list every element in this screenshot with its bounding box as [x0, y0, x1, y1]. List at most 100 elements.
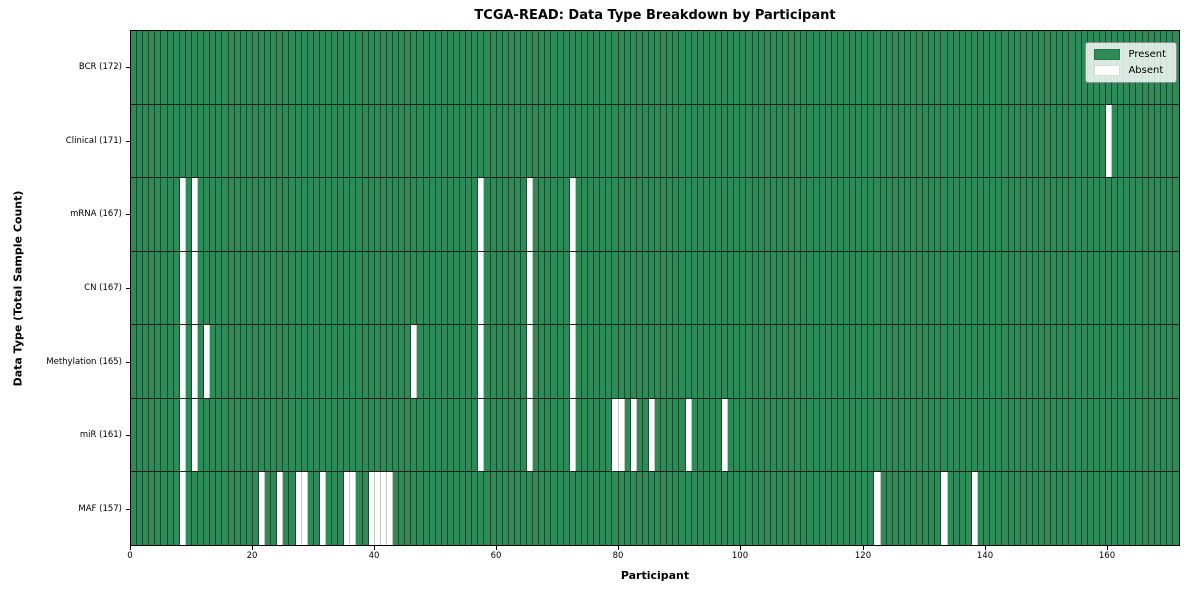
heatmap-cell — [393, 398, 400, 472]
heatmap-cell — [673, 325, 680, 398]
heatmap-cell — [935, 31, 942, 104]
heatmap-cell — [1081, 325, 1088, 398]
heatmap-cell — [551, 251, 558, 325]
heatmap-cell — [648, 178, 656, 251]
heatmap-cell — [179, 398, 186, 472]
heatmap-cell — [252, 325, 259, 398]
x-tick-mark — [618, 546, 619, 550]
heatmap-cell — [648, 251, 656, 325]
heatmap-cell — [612, 251, 619, 325]
heatmap-cell — [149, 178, 156, 251]
heatmap-cell — [898, 325, 905, 398]
heatmap-cell — [624, 104, 631, 178]
heatmap-cell — [630, 251, 637, 325]
heatmap-cell — [856, 178, 863, 251]
heatmap-cell — [295, 31, 302, 104]
heatmap-cell — [368, 472, 375, 546]
heatmap-cell — [1136, 325, 1143, 398]
heatmap-cell — [1087, 178, 1094, 251]
heatmap-cell — [289, 325, 296, 398]
heatmap-cell — [697, 251, 704, 325]
heatmap-cell — [758, 251, 765, 325]
heatmap-cell — [313, 472, 320, 546]
heatmap-cell — [258, 31, 266, 104]
heatmap-cell — [746, 325, 753, 398]
heatmap-cell — [496, 178, 503, 251]
heatmap-cell — [819, 325, 826, 398]
heatmap-cell — [588, 325, 595, 398]
heatmap-cell — [813, 104, 820, 178]
heatmap-cell — [971, 325, 979, 398]
heatmap-cell — [271, 178, 278, 251]
heatmap-cell — [490, 325, 497, 398]
heatmap-cell — [648, 472, 656, 546]
heatmap-cell — [1112, 251, 1119, 325]
heatmap-cell — [850, 251, 857, 325]
heatmap-cell — [923, 178, 930, 251]
heatmap-cell — [563, 251, 570, 325]
heatmap-cell — [137, 398, 144, 472]
heatmap-cell — [344, 31, 351, 104]
heatmap-cell — [393, 104, 400, 178]
heatmap-cell — [350, 104, 357, 178]
heatmap-cell — [1075, 178, 1082, 251]
heatmap-cell — [984, 325, 991, 398]
heatmap-cell — [843, 178, 851, 251]
heatmap-cell — [1136, 178, 1143, 251]
heatmap-cell — [807, 104, 814, 178]
legend: Present Absent — [1085, 42, 1177, 83]
heatmap-cell — [295, 251, 302, 325]
heatmap-cell — [1124, 398, 1131, 472]
heatmap-cell — [898, 398, 905, 472]
heatmap-cell — [234, 178, 241, 251]
heatmap-cell — [131, 325, 138, 398]
heatmap-cell — [246, 251, 253, 325]
heatmap-cell — [429, 251, 436, 325]
heatmap-cell — [545, 398, 552, 472]
heatmap-cell — [892, 31, 899, 104]
heatmap-cell — [179, 251, 186, 325]
heatmap-cell — [776, 31, 784, 104]
heatmap-cell — [600, 398, 607, 472]
y-tick-label-methylation: Methylation (165) — [46, 356, 122, 367]
heatmap-row-maf — [131, 471, 1179, 546]
heatmap-cell — [1166, 178, 1174, 251]
heatmap-cell — [490, 31, 497, 104]
heatmap-cell — [1051, 398, 1058, 472]
heatmap-cell — [222, 325, 229, 398]
heatmap-cell — [795, 398, 802, 472]
heatmap-cell — [1063, 31, 1070, 104]
heatmap-cell — [935, 325, 942, 398]
heatmap-cell — [155, 178, 162, 251]
heatmap-cell — [527, 104, 534, 178]
heatmap-cell — [265, 31, 272, 104]
heatmap-cell — [533, 31, 540, 104]
heatmap-cell — [630, 178, 637, 251]
heatmap-cell — [801, 472, 808, 546]
heatmap-cell — [1160, 251, 1167, 325]
heatmap-cell — [947, 398, 954, 472]
heatmap-cell — [289, 472, 296, 546]
heatmap-cell — [508, 104, 515, 178]
heatmap-cell — [740, 472, 747, 546]
heatmap-cell — [728, 398, 735, 472]
heatmap-cell — [350, 398, 357, 472]
heatmap-cell — [636, 251, 643, 325]
heatmap-cell — [246, 31, 253, 104]
heatmap-cell — [673, 398, 680, 472]
heatmap-cell — [789, 251, 796, 325]
heatmap-cell — [588, 31, 595, 104]
heatmap-cell — [283, 31, 290, 104]
heatmap-cell — [380, 398, 387, 472]
heatmap-cell — [594, 31, 601, 104]
heatmap-cell — [252, 31, 259, 104]
heatmap-cell — [1051, 251, 1058, 325]
heatmap-cell — [447, 325, 454, 398]
x-tick-mark — [130, 546, 131, 550]
heatmap-cell — [405, 398, 412, 472]
heatmap-cell — [661, 178, 668, 251]
heatmap-cell — [770, 251, 777, 325]
heatmap-cell — [277, 31, 284, 104]
heatmap-cell — [258, 325, 266, 398]
heatmap-cell — [405, 104, 412, 178]
